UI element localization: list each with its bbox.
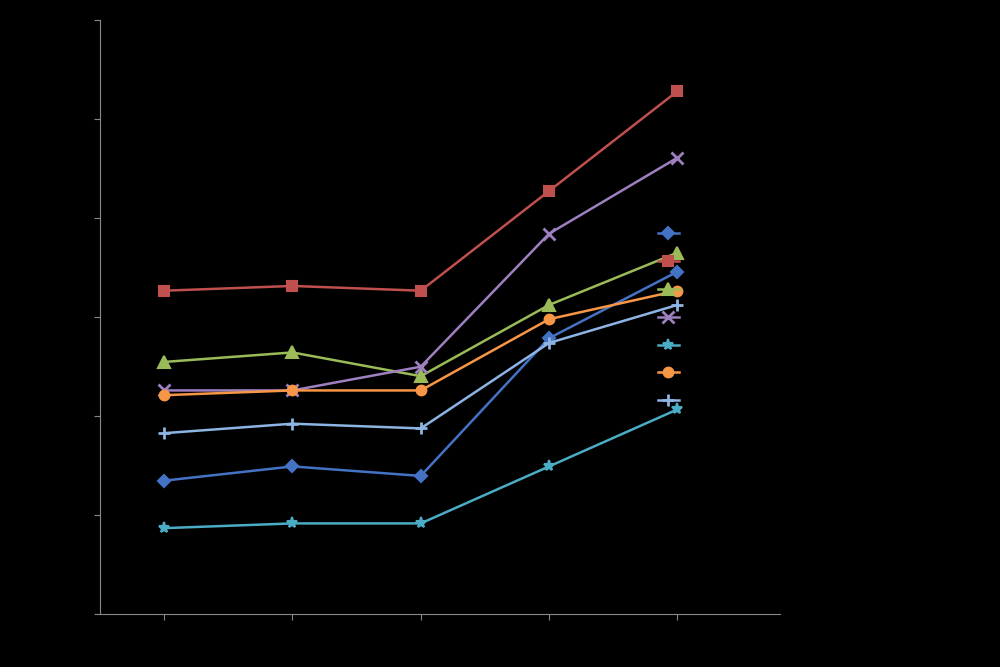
Legend: , , , , , , : , , , , , , xyxy=(658,229,683,405)
